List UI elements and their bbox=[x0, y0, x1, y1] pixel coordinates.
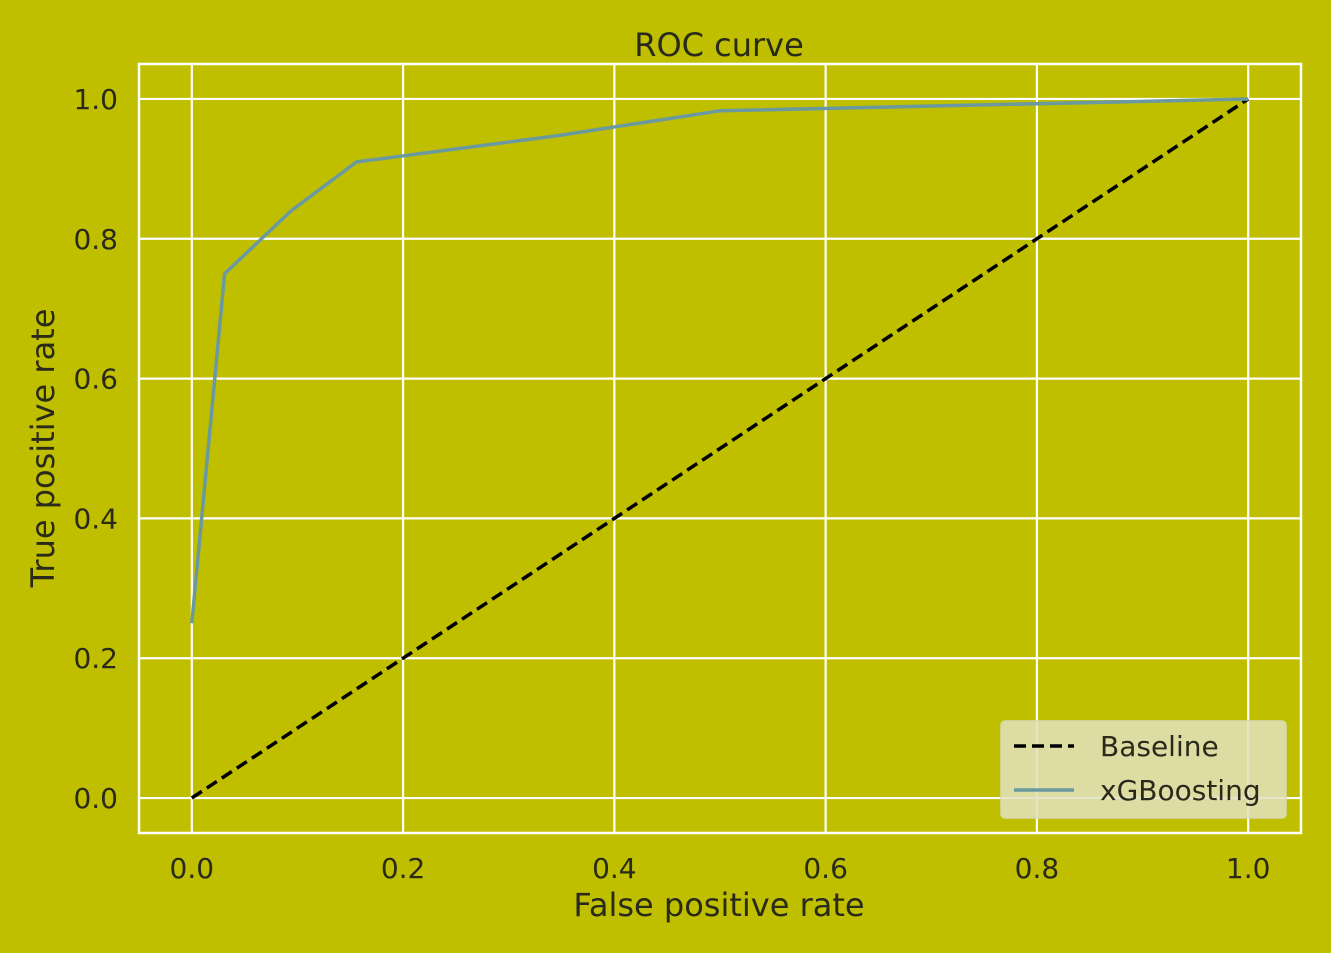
legend-label-xgboosting: xGBoosting bbox=[1100, 774, 1261, 807]
series-line-baseline bbox=[190, 97, 1250, 800]
series-line-xgboosting bbox=[190, 97, 1249, 624]
x-axis-title: False positive rate bbox=[573, 886, 864, 924]
y-tick-label: 0.4 bbox=[73, 502, 118, 535]
y-tick-label: 1.0 bbox=[73, 83, 118, 116]
axes-frame bbox=[137, 62, 1303, 835]
x-tick-label: 0.4 bbox=[592, 852, 637, 885]
x-tick-label: 1.0 bbox=[1226, 852, 1271, 885]
x-tick-label: 0.6 bbox=[803, 852, 848, 885]
y-tick-label: 0.8 bbox=[73, 223, 118, 256]
tick-labels: 0.0 0.2 0.4 0.6 0.8 1.0 0.0 0.2 0.4 0.6 0.8 1.0 bbox=[73, 83, 1270, 885]
x-tick-label: 0.8 bbox=[1015, 852, 1060, 885]
x-tick-label: 0.0 bbox=[170, 852, 215, 885]
legend: Baseline xGBoosting bbox=[1000, 720, 1287, 819]
y-tick-label: 0.0 bbox=[73, 782, 118, 815]
x-tick-label: 0.2 bbox=[381, 852, 426, 885]
y-tick-label: 0.6 bbox=[73, 363, 118, 396]
series-lines bbox=[190, 97, 1250, 800]
chart-title: ROC curve bbox=[634, 26, 804, 64]
y-tick-label: 0.2 bbox=[73, 642, 118, 675]
y-axis-title: True positive rate bbox=[24, 309, 62, 589]
plot-frame bbox=[137, 62, 1303, 835]
legend-label-baseline: Baseline bbox=[1100, 730, 1219, 763]
